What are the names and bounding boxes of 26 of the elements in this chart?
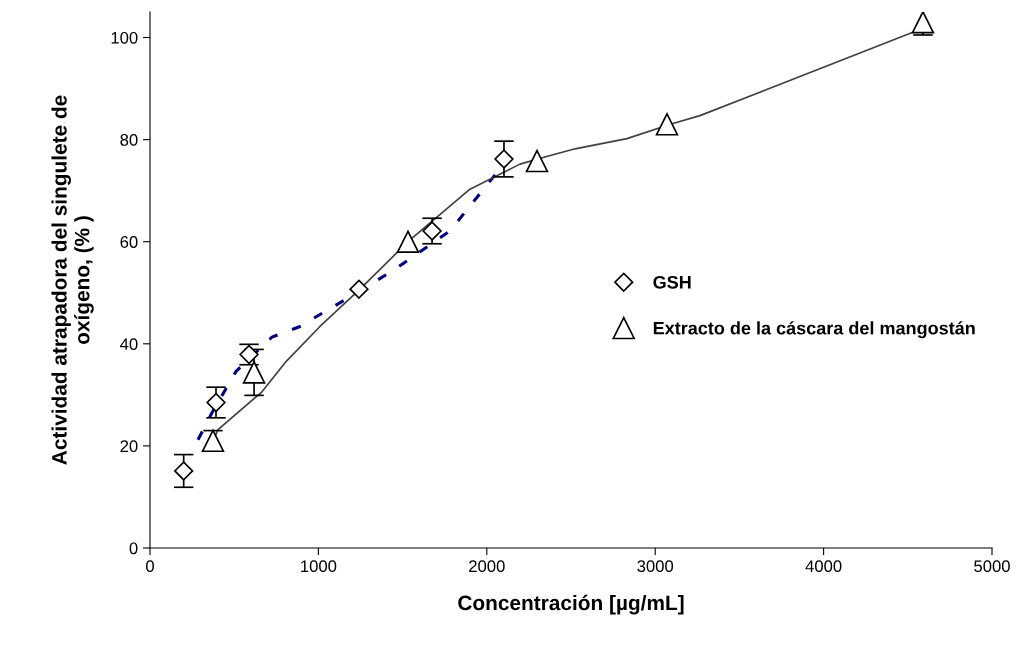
y-tick-label: 80 xyxy=(120,134,138,146)
y-tick-label: 60 xyxy=(120,236,138,248)
x-tick-label: 3000 xyxy=(637,560,674,573)
point xyxy=(201,429,225,453)
x-tick-label: 1000 xyxy=(301,560,337,573)
point xyxy=(525,149,549,173)
legend-label: Extracto de la cáscara del mangostán xyxy=(653,321,975,339)
y-tick-label: 0 xyxy=(129,542,138,555)
point xyxy=(174,461,194,481)
point xyxy=(206,392,226,413)
x-tick-label: 2000 xyxy=(469,560,505,573)
x-tick-label: 5000 xyxy=(974,560,1010,573)
line-series xyxy=(196,173,497,442)
point xyxy=(396,230,420,253)
y-tick-label: 20 xyxy=(120,440,138,453)
legend-label: GSH xyxy=(653,275,691,289)
point xyxy=(349,279,369,299)
x-tick-label: 0 xyxy=(146,560,154,573)
point xyxy=(242,361,266,384)
point xyxy=(655,113,679,136)
y-tick-label: 40 xyxy=(120,338,138,351)
point xyxy=(494,149,514,169)
x-axis-title: Concentración [µg/mL] xyxy=(458,594,684,615)
y-tick-label: 100 xyxy=(111,31,138,44)
y-axis-title: Actividad atrapadora del singulete de oxígeno, (% ) xyxy=(51,95,94,465)
x-tick-label: 4000 xyxy=(805,560,842,573)
